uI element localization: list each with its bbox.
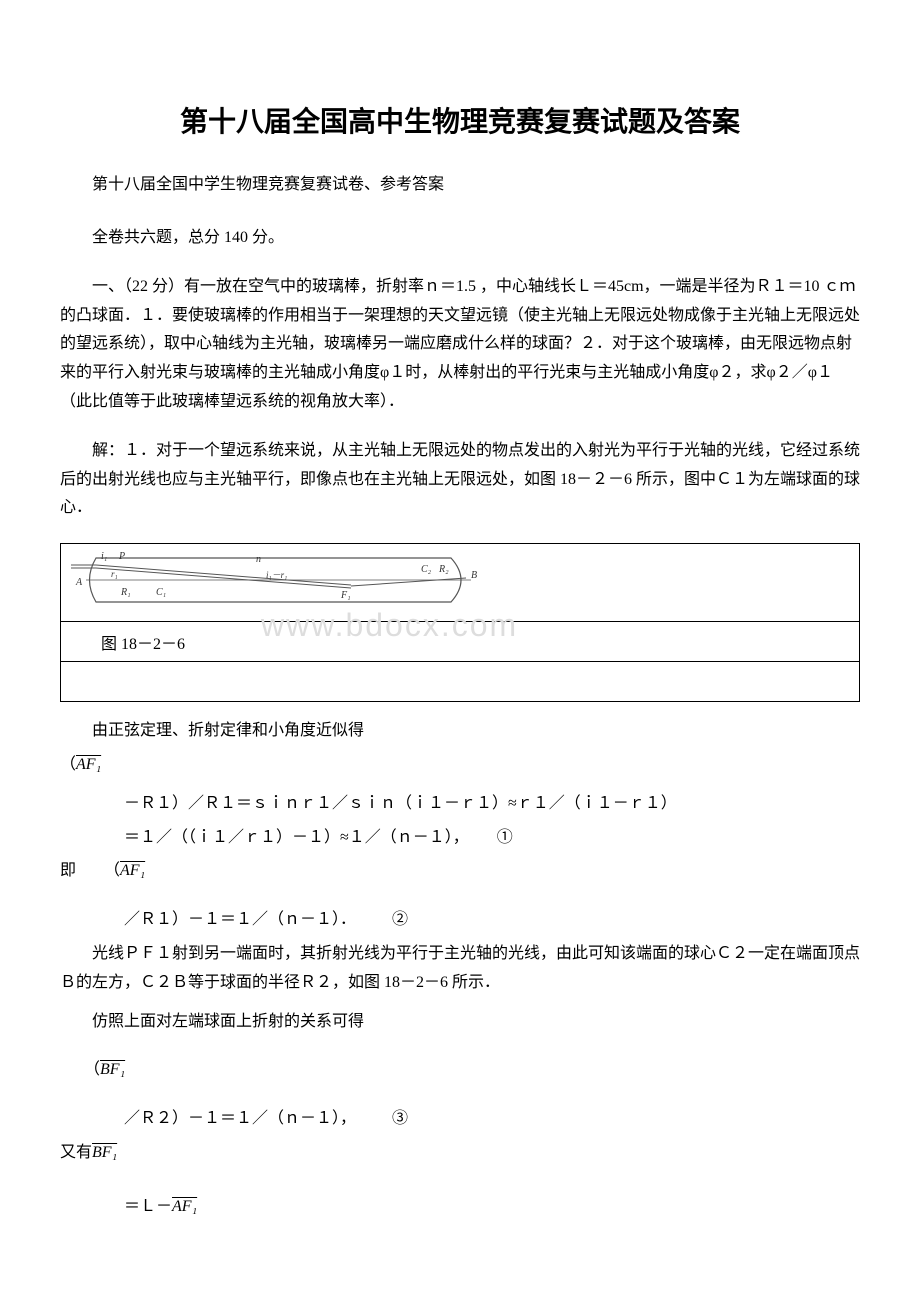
para-3: 光线ＰＦ１射到另一端面时，其折射光线为平行于主光轴的光线，由此可知该端面的球心Ｃ…: [60, 940, 860, 998]
svg-text:n: n: [256, 554, 261, 565]
circled-1: ①: [497, 829, 513, 846]
svg-text:A: A: [75, 577, 83, 588]
open-paren-2: （: [104, 862, 120, 879]
svg-text:R₂: R₂: [438, 564, 449, 575]
formula-af1-line: （AF₁: [60, 751, 860, 780]
solution-1-text: 解：１．对于一个望远系统来说，从主光轴上无限远处的物点发出的入射光为平行于光轴的…: [60, 437, 860, 523]
subtitle: 第十八届全国中学生物理竞赛复赛试卷、参考答案: [60, 170, 860, 194]
formula-line-4: ／Ｒ２）－１＝１／（ｎ－１）， ③: [60, 1105, 860, 1134]
svg-text:i₁: i₁: [101, 551, 107, 562]
formula-2a: ＝１／（（ｉ１／ｒ１）－１）≈１／（ｎ－１），: [124, 829, 469, 846]
ji-line: 即 （AF₁: [60, 857, 860, 886]
bf1-open-line: （BF₁: [60, 1056, 860, 1085]
svg-text:F₁: F₁: [340, 590, 351, 601]
diagram-caption: 图 18－2－6: [71, 636, 185, 653]
formula-line-2: ＝１／（（ｉ１／ｒ１）－１）≈１／（ｎ－１）， ①: [60, 824, 860, 853]
svg-text:P: P: [118, 551, 125, 562]
problem-1-text: 一、（22 分）有一放在空气中的玻璃棒，折射率ｎ＝1.5 ，中心轴线长Ｌ＝45c…: [60, 273, 860, 417]
af1-var-3: AF₁: [172, 1198, 197, 1215]
diagram-table: i₁ P A r₁ R₁ C₁ n i₁－r₁ F₁ C₂ R₂ B www.b…: [60, 543, 860, 702]
youyou-label: 又有: [60, 1144, 92, 1161]
formula-4a: ／Ｒ２）－１＝１／（ｎ－１），: [124, 1110, 356, 1127]
svg-text:C₁: C₁: [156, 587, 166, 598]
formula-line-3: ／Ｒ１）－１＝１／（ｎ－１）． ②: [60, 906, 860, 935]
page-title: 第十八届全国高中生物理竞赛复赛试题及答案: [60, 100, 860, 140]
formula-5-eq: ＝Ｌ－: [124, 1198, 172, 1215]
svg-text:C₂: C₂: [421, 564, 432, 575]
svg-text:r₁: r₁: [111, 569, 118, 579]
empty-cell: [61, 662, 860, 702]
svg-text:i₁－r₁: i₁－r₁: [266, 570, 287, 580]
para-4: 仿照上面对左端球面上折射的关系可得: [60, 1008, 860, 1037]
formula-line-5: ＝Ｌ－AF₁: [60, 1193, 860, 1222]
bf1-var: BF₁: [100, 1061, 125, 1078]
bf1-var-2: BF₁: [92, 1144, 117, 1161]
text-sine-law: 由正弦定理、折射定律和小角度近似得: [92, 722, 364, 739]
total-score-text: 全卷共六题，总分 140 分。: [60, 224, 860, 253]
formula-line-1: －Ｒ１）／Ｒ１＝ｓｉｎｒ１／ｓｉｎ（ｉ１－ｒ１）≈ｒ１／（ｉ１－ｒ１）: [60, 790, 860, 819]
circled-3: ③: [392, 1110, 408, 1127]
optics-diagram: i₁ P A r₁ R₁ C₁ n i₁－r₁ F₁ C₂ R₂ B: [71, 550, 501, 615]
diagram-caption-cell: www.bdocx.com 图 18－2－6: [61, 622, 860, 662]
diagram-cell: i₁ P A r₁ R₁ C₁ n i₁－r₁ F₁ C₂ R₂ B: [61, 544, 860, 622]
svg-text:R₁: R₁: [120, 587, 131, 598]
open-paren-1: （: [60, 756, 76, 773]
open-paren-3: （: [84, 1061, 100, 1078]
youyou-line: 又有BF₁: [60, 1139, 860, 1168]
circled-2: ②: [392, 911, 408, 928]
formula-3a: ／Ｒ１）－１＝１／（ｎ－１）．: [124, 911, 356, 928]
af1-var: AF₁: [76, 756, 101, 773]
af1-var-2: AF₁: [120, 862, 145, 879]
sine-law-text: 由正弦定理、折射定律和小角度近似得: [60, 717, 860, 746]
ji-label: 即: [60, 857, 76, 886]
svg-text:B: B: [471, 570, 477, 581]
